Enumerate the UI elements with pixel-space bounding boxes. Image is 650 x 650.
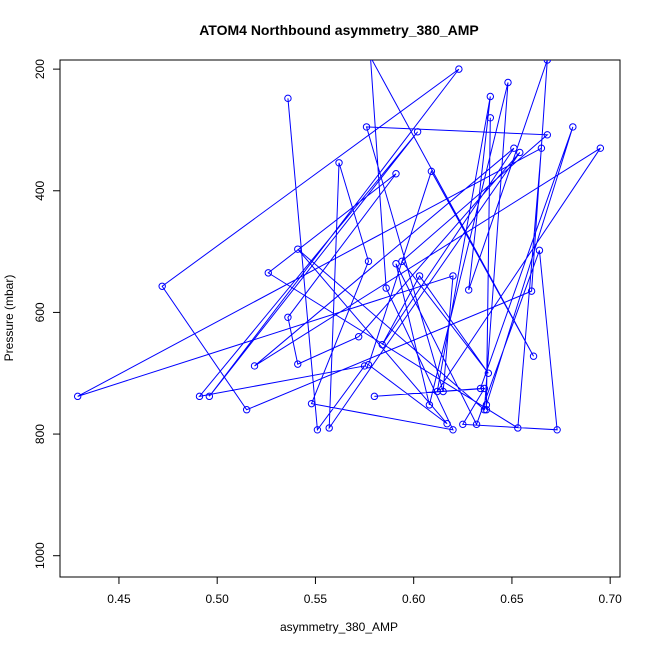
data-point [378,340,386,349]
x-tick-label: 0.50 [206,592,230,606]
data-point [443,420,451,428]
data-point [392,260,400,268]
series-line [77,60,601,432]
plot-frame [59,59,621,578]
data-point [364,361,373,369]
data-point [382,284,390,292]
data-point [413,128,422,136]
data-point [553,426,561,434]
data-point [504,78,512,87]
data-point [313,426,322,434]
data-point [354,333,363,341]
data-point [294,360,302,368]
data-point [514,424,522,432]
data-point [516,148,524,157]
data-point [472,420,481,429]
y-tick-label: 1000 [33,542,47,569]
data-point [596,144,605,152]
data-point [284,313,292,321]
x-tick-label: 0.65 [500,592,524,606]
data-point [307,399,316,408]
data-point [360,362,369,370]
data-point [205,392,214,401]
data-point [465,286,473,294]
data-point [482,406,491,414]
data-point [455,65,463,73]
data-point [449,272,457,280]
data-point [242,406,251,414]
data-point [264,269,272,277]
data-point [415,272,424,280]
data-point [425,401,434,409]
x-axis: 0.45 0.50 0.55 0.60 0.65 0.70 [107,576,622,606]
data-point [535,246,544,255]
data-point [439,387,447,396]
series-group [73,60,605,434]
data-point [284,94,292,103]
data-point [364,257,373,266]
data-point [543,60,551,64]
data-point [335,159,343,167]
data-point [510,144,518,152]
data-point [476,384,485,393]
data-point [459,420,467,429]
data-point [569,123,577,131]
data-point [433,387,441,396]
y-tick-label: 400 [33,180,47,200]
data-point [480,384,489,393]
x-tick-label: 0.45 [107,592,131,606]
x-tick-label: 0.70 [598,592,622,606]
chart-title: ATOM4 Northbound asymmetry_380_AMP [199,22,479,38]
data-point [195,392,204,401]
data-point [158,282,166,290]
data-point [325,424,333,432]
y-tick-label: 800 [33,424,47,444]
data-point [529,352,538,360]
data-point [427,167,436,176]
data-point [362,123,371,131]
data-point [250,362,259,370]
x-axis-label: asymmetry_380_AMP [280,620,398,634]
data-point [480,406,489,414]
data-point [294,245,302,253]
data-point [527,287,536,295]
data-point [73,392,82,401]
x-tick-label: 0.60 [402,592,426,606]
data-point [370,392,379,401]
y-axis-label: Pressure (mbar) [2,275,16,362]
y-tick-label: 600 [33,302,47,322]
data-point [392,170,400,178]
series-layer [73,60,605,434]
data-point [484,369,493,377]
y-tick-label: 200 [33,59,47,79]
data-point [537,144,546,152]
x-tick-label: 0.55 [304,592,328,606]
data-point [486,92,495,101]
y-axis: 200 400 600 800 1000 [33,59,61,569]
data-point [486,114,495,122]
data-point [482,401,491,409]
data-point [449,426,457,434]
data-point [543,131,551,139]
